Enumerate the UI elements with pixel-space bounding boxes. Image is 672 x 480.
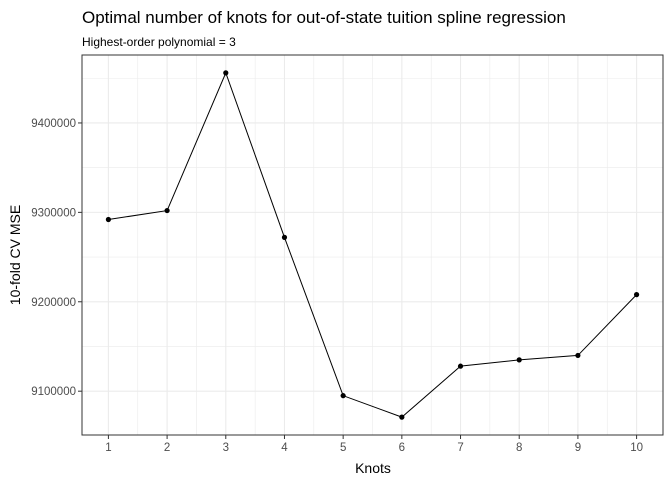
x-tick-label: 10 xyxy=(630,442,643,454)
y-tick-label: 9100000 xyxy=(31,386,76,398)
data-point xyxy=(633,292,640,298)
data-point xyxy=(516,357,522,363)
data-point xyxy=(281,234,288,240)
x-tick-label: 3 xyxy=(223,442,229,454)
x-tick-label: 4 xyxy=(281,442,288,454)
grid-minor xyxy=(82,55,663,435)
x-tick-label: 2 xyxy=(164,442,170,454)
chart-subtitle: Highest-order polynomial = 3 xyxy=(82,35,236,49)
x-tick-label: 6 xyxy=(399,442,405,454)
grid-major xyxy=(82,55,663,435)
x-tick-label: 1 xyxy=(105,442,111,454)
x-axis-title: Knots xyxy=(355,460,391,476)
series xyxy=(105,70,640,420)
data-point xyxy=(575,352,581,359)
data-point xyxy=(457,363,464,369)
x-tick-label: 7 xyxy=(457,442,463,454)
x-tick-label: 8 xyxy=(516,442,522,454)
series-line xyxy=(108,71,637,418)
data-point xyxy=(223,70,229,76)
x-axis: 1 2 3 4 5 6 7 8 9 10 xyxy=(105,435,643,454)
y-tick-label: 9200000 xyxy=(31,297,76,309)
chart-title: Optimal number of knots for out-of-state… xyxy=(82,8,566,27)
y-tick-label: 9300000 xyxy=(31,207,76,219)
y-axis-title: 10-fold CV MSE xyxy=(7,205,23,305)
x-tick-label: 9 xyxy=(575,442,581,454)
x-tick-label: 5 xyxy=(340,442,346,454)
data-point xyxy=(164,207,170,214)
data-point xyxy=(340,393,346,399)
y-axis: 9100000 9200000 9300000 9400000 xyxy=(31,118,82,398)
panel-border xyxy=(81,54,664,436)
y-tick-label: 9400000 xyxy=(31,118,76,130)
plot-panel xyxy=(81,54,664,436)
data-point xyxy=(105,216,112,223)
data-point xyxy=(399,414,405,420)
